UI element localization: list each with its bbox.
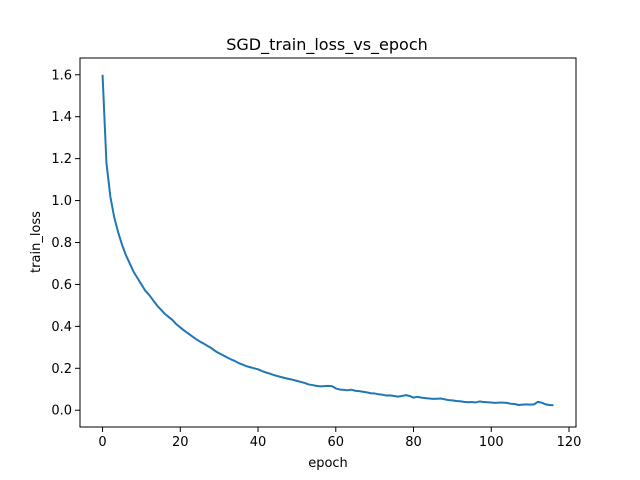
- train-loss-line: [101, 74, 554, 407]
- plot-frame: [79, 57, 577, 428]
- x-axis-label: epoch: [308, 456, 348, 471]
- y-tick-label: 1.4: [51, 110, 72, 125]
- y-tick-label: 0.4: [51, 320, 72, 335]
- y-tick-label: 1.2: [51, 152, 72, 167]
- y-tick-label: 0.8: [51, 236, 72, 251]
- y-tick-label: 0.0: [51, 404, 72, 419]
- chart-title: SGD_train_loss_vs_epoch: [226, 35, 428, 55]
- y-tick-label: 1.0: [51, 194, 72, 209]
- x-tick-label: 60: [328, 435, 345, 450]
- y-tick-label: 0.2: [51, 362, 72, 377]
- y-axis-label: train_loss: [29, 211, 44, 273]
- x-tick-label: 40: [250, 435, 267, 450]
- x-tick-label: 120: [557, 435, 582, 450]
- x-tick-label: 80: [405, 435, 422, 450]
- x-tick-label: 20: [172, 435, 189, 450]
- x-tick-label: 100: [479, 435, 504, 450]
- x-tick-label: 0: [98, 435, 106, 450]
- y-tick-label: 0.6: [51, 278, 72, 293]
- y-tick-label: 1.6: [51, 68, 72, 83]
